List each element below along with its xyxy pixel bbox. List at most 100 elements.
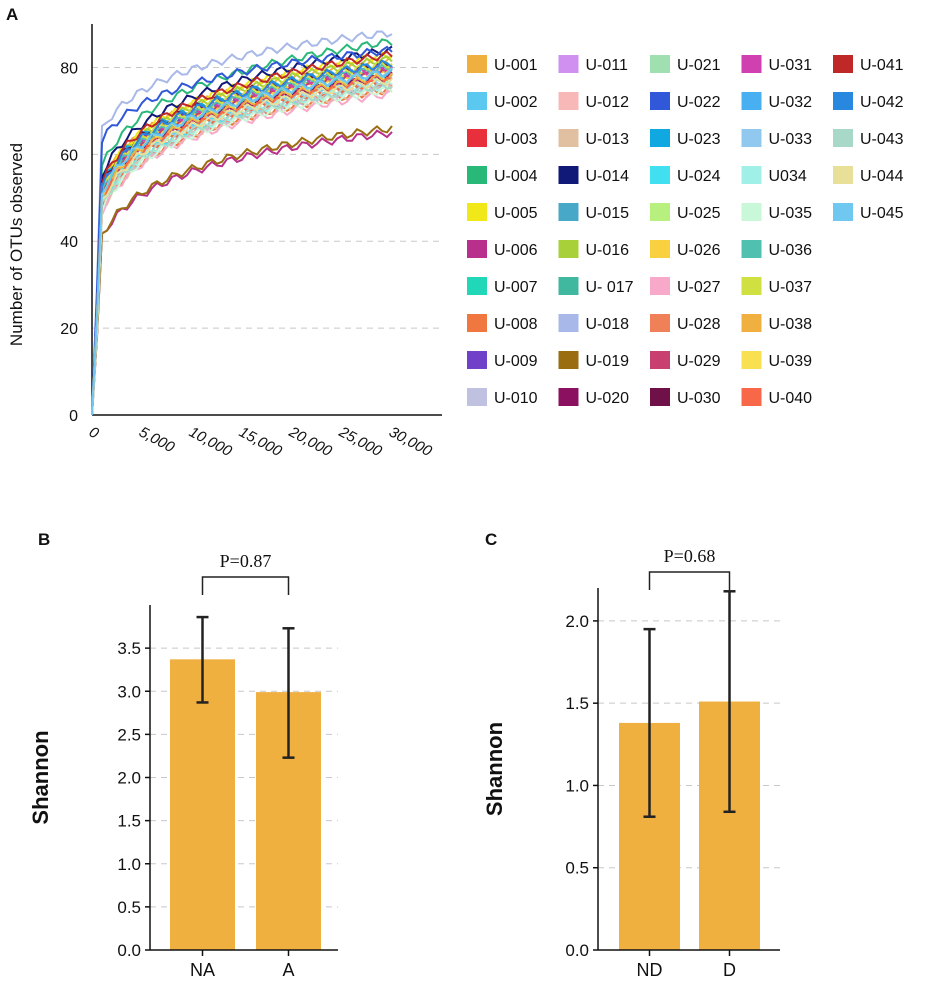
legend-swatch (558, 129, 579, 147)
legend-label: U-027 (677, 279, 721, 296)
legend-swatch (558, 240, 579, 258)
legend-label: U-011 (586, 57, 628, 74)
series-line-U-004 (91, 38, 393, 416)
legend-swatch (833, 166, 853, 184)
legend-swatch (558, 314, 579, 332)
legend-swatch (558, 388, 579, 406)
x-tick-label: A (282, 960, 294, 980)
legend-label: U-020 (586, 390, 630, 407)
y-tick-label: 0.0 (117, 941, 141, 960)
legend-swatch (650, 166, 670, 184)
legend-label: U-036 (769, 242, 813, 259)
significance-bracket (201, 576, 290, 595)
legend-label: U-028 (677, 316, 721, 333)
legend-swatch (558, 166, 579, 184)
legend-swatch (467, 129, 487, 147)
y-tick-label: 1.0 (117, 855, 141, 874)
legend-label: U-039 (769, 353, 813, 370)
legend-swatch (741, 314, 762, 332)
y-axis-label: Shannon (482, 722, 507, 816)
x-tick-label: 20,000 (285, 423, 335, 460)
legend-swatch (467, 166, 487, 184)
y-tick-label: 60 (60, 147, 78, 164)
series-line-U-022 (91, 45, 393, 416)
panel-a-rarefaction-chart: 0 20 40 60 80 0 5,000 10,000 15,000 20,000 25,000 3… (7, 24, 904, 460)
legend-label: U-025 (677, 205, 721, 222)
legend-swatch (650, 388, 670, 406)
legend-label: U-021 (677, 57, 721, 74)
y-tick-label: 20 (60, 321, 78, 338)
legend-swatch (467, 55, 487, 73)
y-tick-label: 80 (60, 60, 78, 77)
x-tick-label: D (723, 960, 736, 980)
series-line-U-001 (91, 54, 393, 416)
legend-swatch (558, 55, 579, 73)
legend-label: U-033 (769, 131, 813, 148)
legend-label: U-045 (860, 205, 904, 222)
legend-swatch (650, 240, 670, 258)
y-axis-label: Number of OTUs observed (7, 143, 26, 346)
series-line-U-002 (91, 72, 393, 416)
legend-label: U-023 (677, 131, 721, 148)
panel-b-shannon-chart: 0.0 0.5 1.0 1.5 2.0 2.5 3.0 3.5 NA A Shannon P=0.87 (28, 551, 338, 980)
y-tick-label: 0.0 (565, 941, 589, 960)
y-tick-label: 1.0 (565, 776, 589, 795)
legend-swatch (741, 277, 762, 295)
legend-swatch (467, 92, 487, 110)
x-tick-label: ND (637, 960, 663, 980)
legend-label: U-005 (494, 205, 538, 222)
legend-label: U-042 (860, 94, 904, 111)
y-axis-label: Shannon (28, 730, 53, 824)
significance-bracket (648, 571, 731, 590)
legend-label: U-026 (677, 242, 721, 259)
x-tick-label: 30,000 (386, 424, 435, 461)
legend-swatch (741, 92, 762, 110)
legend-swatch (833, 55, 853, 73)
series-line-U-044 (91, 77, 393, 416)
legend-label: U-001 (494, 57, 538, 74)
series-line-U-006 (91, 129, 393, 416)
legend-label: U- 017 (586, 279, 634, 296)
legend-swatch (741, 55, 762, 73)
panel-label-c: C (485, 530, 497, 549)
series-line-U034 (91, 80, 393, 416)
legend-swatch (650, 129, 670, 147)
legend-label: U-006 (494, 242, 538, 259)
panel-c-shannon-chart: 0.0 0.5 1.0 1.5 2.0 ND D Shannon P=0.68 (482, 546, 780, 980)
legend-label: U-004 (494, 168, 538, 185)
y-tick-label: 1.5 (565, 694, 589, 713)
legend-label: U-008 (494, 316, 538, 333)
legend-label: U-031 (769, 57, 813, 74)
legend-label: U-040 (769, 390, 813, 407)
y-tick-label: 2.5 (117, 725, 141, 744)
legend-swatch (650, 55, 670, 73)
x-tick-label: NA (190, 960, 215, 980)
legend-label: U-010 (494, 390, 538, 407)
legend-swatch (741, 166, 762, 184)
y-tick-label: 0 (69, 408, 78, 425)
legend-swatch (741, 129, 762, 147)
legend-swatch (558, 92, 579, 110)
y-tick-label: 40 (60, 234, 78, 251)
legend-label: U-002 (494, 94, 538, 111)
y-tick-label: 2.0 (565, 612, 589, 631)
legend-label: U-016 (586, 242, 630, 259)
legend-swatch (741, 388, 762, 406)
legend-label: U-043 (860, 131, 904, 148)
legend-label: U-029 (677, 353, 721, 370)
p-value-label: P=0.87 (220, 551, 272, 571)
series-line-U-019 (91, 125, 393, 416)
x-tick-label: 0 (86, 424, 102, 443)
legend-label: U-037 (769, 279, 813, 296)
legend-swatch (558, 351, 579, 369)
legend-label: U-019 (586, 353, 630, 370)
legend-swatch (833, 203, 853, 221)
x-tick-label: 10,000 (186, 424, 235, 461)
legend-label: U-022 (677, 94, 721, 111)
legend-swatch (650, 351, 670, 369)
series-line-U-028 (91, 80, 393, 416)
legend-swatch (650, 203, 670, 221)
legend-label: U-038 (769, 316, 813, 333)
series-line-U-018 (91, 30, 393, 416)
